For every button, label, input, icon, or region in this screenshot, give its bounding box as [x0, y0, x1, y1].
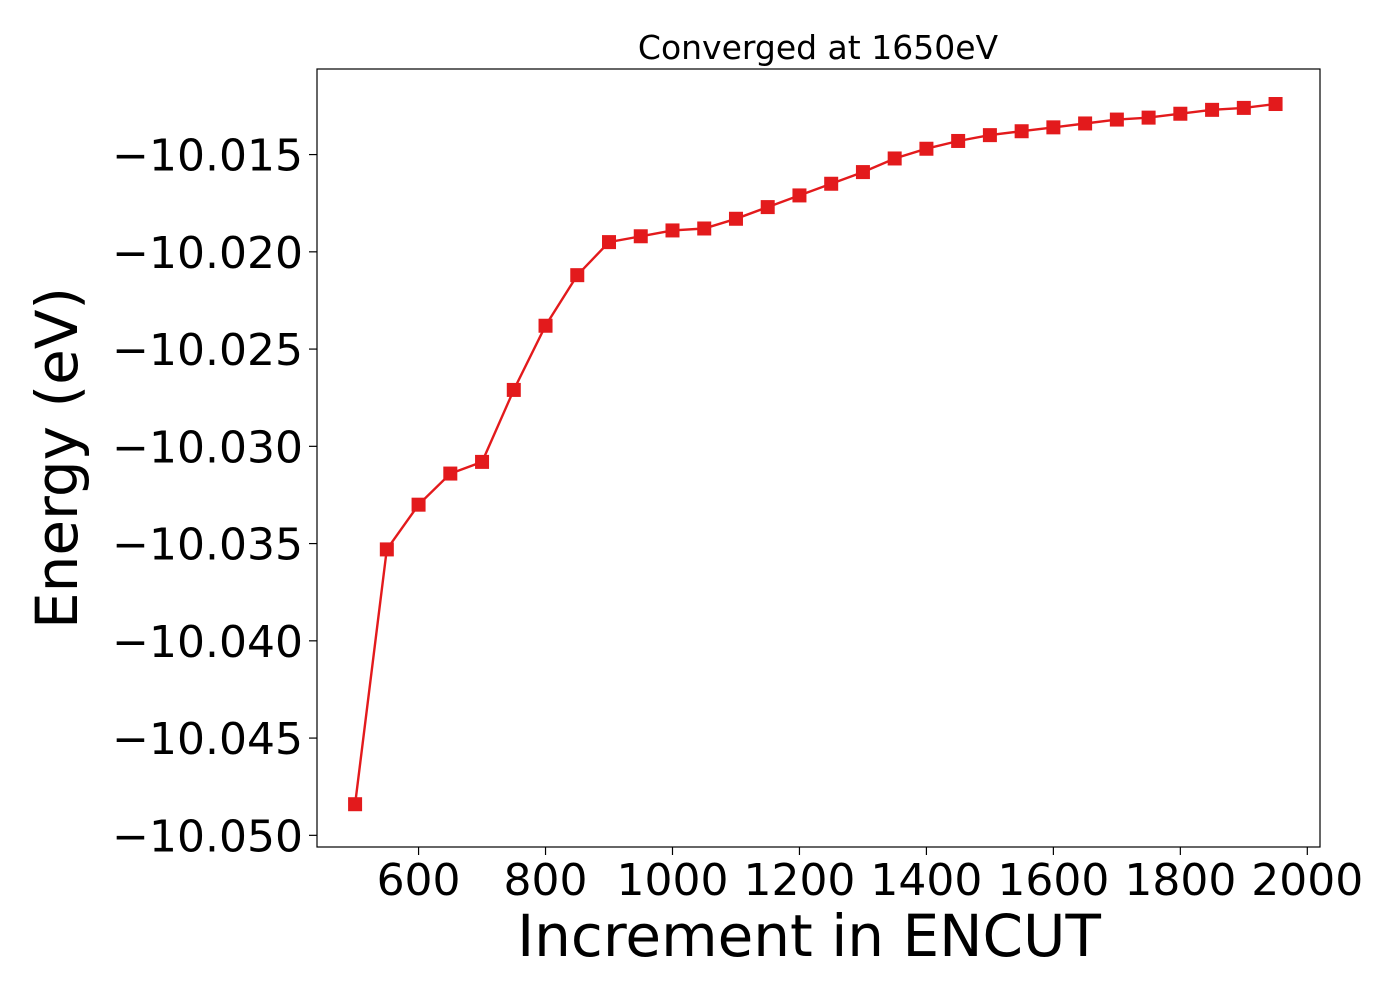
- x-tick-label: 1800: [1124, 855, 1236, 906]
- y-tick-label: −10.030: [112, 422, 303, 473]
- data-point: [443, 466, 458, 481]
- data-point: [951, 133, 966, 148]
- data-point: [475, 454, 490, 469]
- chart-title: Converged at 1650eV: [638, 28, 999, 67]
- x-tick-label: 2000: [1251, 855, 1363, 906]
- data-point: [824, 176, 839, 191]
- data-point: [887, 151, 902, 166]
- data-point: [1236, 100, 1251, 115]
- plot-area: [316, 68, 1321, 848]
- x-tick-label: 1600: [997, 855, 1109, 906]
- data-point: [633, 229, 648, 244]
- data-point: [1173, 106, 1188, 121]
- y-tick-label: −10.020: [112, 228, 303, 279]
- data-point: [728, 211, 743, 226]
- data-point: [792, 188, 807, 203]
- data-point: [919, 141, 934, 156]
- data-point: [1141, 110, 1156, 125]
- x-tick-label: 1400: [870, 855, 982, 906]
- data-point: [411, 497, 426, 512]
- data-point: [1046, 120, 1061, 135]
- y-tick-label: −10.015: [112, 131, 303, 182]
- data-point: [855, 165, 870, 180]
- data-point: [1268, 97, 1283, 112]
- data-point: [982, 128, 997, 143]
- x-axis-ticks: 600 800 1000 1200 1400 1600 1800 2000: [377, 847, 1363, 906]
- y-tick-label: −10.050: [112, 811, 303, 862]
- data-point: [665, 223, 680, 238]
- x-tick-label: 800: [504, 855, 588, 906]
- data-point: [379, 542, 394, 557]
- x-tick-label: 1200: [743, 855, 855, 906]
- data-point: [348, 797, 363, 812]
- y-tick-label: −10.040: [112, 617, 303, 668]
- series-group: [348, 97, 1283, 812]
- data-point: [570, 268, 585, 283]
- data-point: [1078, 116, 1093, 131]
- data-point: [697, 221, 712, 236]
- y-tick-label: −10.045: [112, 714, 303, 765]
- x-tick-label: 1000: [617, 855, 729, 906]
- data-point: [760, 200, 775, 215]
- y-axis-ticks: −10.015 −10.020 −10.025 −10.030 −10.035 −10.0…: [112, 131, 317, 862]
- data-point: [506, 382, 521, 397]
- data-point: [1205, 102, 1220, 117]
- y-axis-label: Energy (eV): [23, 287, 91, 629]
- data-point: [1014, 124, 1029, 139]
- y-tick-label: −10.025: [112, 325, 303, 376]
- data-point: [538, 318, 553, 333]
- y-tick-label: −10.035: [112, 520, 303, 571]
- data-point: [602, 235, 617, 250]
- x-axis-label: Increment in ENCUT: [517, 902, 1101, 970]
- x-tick-label: 600: [377, 855, 461, 906]
- data-point: [1109, 112, 1124, 127]
